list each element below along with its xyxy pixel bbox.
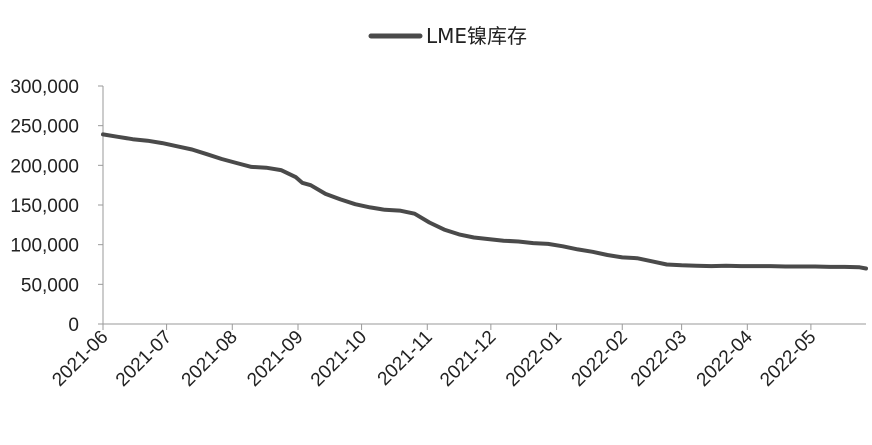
y-tick-label: 300,000 bbox=[10, 77, 79, 98]
y-tick-label: 100,000 bbox=[10, 236, 79, 257]
series-line bbox=[101, 132, 868, 271]
x-tick-label: 2021-11 bbox=[374, 327, 437, 390]
x-tick-label: 2021-10 bbox=[307, 327, 371, 391]
x-tick-label: 2021-06 bbox=[48, 327, 112, 391]
legend-label: LME镍库存 bbox=[426, 24, 527, 48]
x-tick-label: 2021-07 bbox=[112, 327, 176, 391]
x-tick-label: 2022-01 bbox=[502, 327, 566, 391]
legend: LME镍库存 bbox=[368, 24, 527, 48]
y-tick-label: 50,000 bbox=[21, 275, 79, 296]
x-tick-label: 2022-03 bbox=[627, 327, 691, 391]
plot-area: 0 50,000 100,000 150,000 200,000 250,000 300,0… bbox=[10, 77, 868, 391]
x-tick-label: 2021-09 bbox=[243, 327, 307, 391]
x-tick-label: 2021-12 bbox=[436, 327, 500, 391]
y-tick-label: 200,000 bbox=[10, 156, 79, 177]
y-tick-label: 250,000 bbox=[10, 117, 79, 138]
x-tick-label: 2022-05 bbox=[756, 327, 820, 391]
x-tick-label: 2022-02 bbox=[568, 327, 632, 391]
x-tick-label: 2021-08 bbox=[178, 327, 242, 391]
y-tick-label: 0 bbox=[68, 315, 79, 336]
x-tick-label: 2022-04 bbox=[693, 326, 757, 390]
y-tick-label: 150,000 bbox=[10, 196, 79, 217]
